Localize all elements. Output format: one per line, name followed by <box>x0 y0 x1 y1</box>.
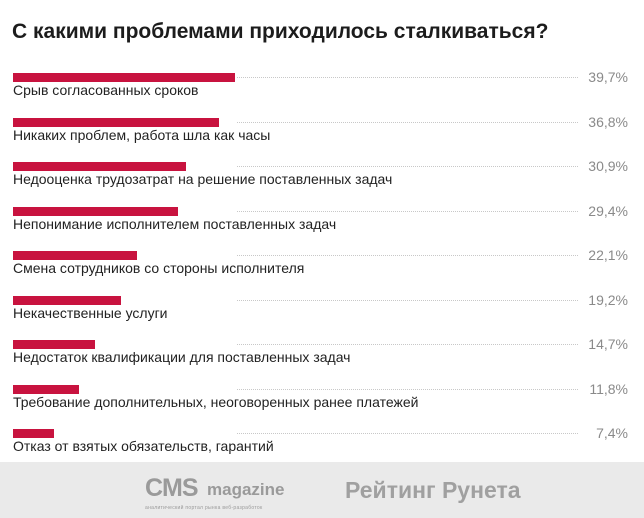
value-label: 39,7% <box>588 69 628 85</box>
category-label: Никаких проблем, работа шла как часы <box>13 126 271 143</box>
category-label: Отказ от взятых обязательств, гарантий <box>13 438 274 454</box>
bar <box>13 162 187 171</box>
category-label: Смена сотрудников со стороны исполнителя <box>13 260 305 276</box>
bar <box>13 117 220 127</box>
category-label: Срыв согласованных сроков <box>13 82 199 98</box>
dotted-leader <box>237 388 578 390</box>
bar-row: Непонимание исполнителем поставленных за… <box>0 203 644 247</box>
bar-row: Недооценка трудозатрат на решение постав… <box>0 158 644 202</box>
value-label: 19,2% <box>588 291 628 308</box>
bar <box>13 384 80 394</box>
dotted-leader <box>237 166 578 167</box>
dotted-leader <box>237 121 578 123</box>
bar <box>13 73 236 82</box>
chart-title: С какими проблемами приходилось сталкива… <box>12 20 549 43</box>
bar-row: Недостаток квалификации для поставленных… <box>0 336 644 380</box>
category-label: Непонимание исполнителем поставленных за… <box>13 215 337 232</box>
dotted-leader <box>237 210 578 212</box>
category-label: Требование дополнительных, неоговоренных… <box>13 393 419 410</box>
cms-logo-text: CMS <box>145 474 199 502</box>
value-label: 7,4% <box>596 425 628 441</box>
value-label: 11,8% <box>589 380 628 397</box>
bar <box>13 251 137 260</box>
value-label: 36,8% <box>588 113 628 130</box>
dotted-leader <box>237 344 578 345</box>
dotted-leader <box>237 433 578 434</box>
category-label: Недостаток квалификации для поставленных… <box>13 349 351 365</box>
value-label: 30,9% <box>588 158 628 174</box>
bar-row: Срыв согласованных сроков 39,7% <box>0 69 644 113</box>
bar-row: Смена сотрудников со стороны исполнителя… <box>0 247 644 291</box>
cms-magazine-logo: CMS magazine аналитический портал рынка … <box>145 474 295 514</box>
category-label: Недооценка трудозатрат на решение постав… <box>13 171 393 187</box>
bar-row: Требование дополнительных, неоговоренных… <box>0 381 644 425</box>
value-label: 14,7% <box>588 336 628 352</box>
magazine-logo-text: magazine <box>207 480 285 499</box>
value-label: 29,4% <box>588 202 628 219</box>
dotted-leader <box>237 255 578 256</box>
bar-row: Некачественные услуги 19,2% <box>0 292 644 336</box>
value-label: 22,1% <box>588 247 628 263</box>
cms-logo-subtitle: аналитический портал рынка веб-разработо… <box>145 505 263 511</box>
rating-runeta-logo: Рейтинг Рунета <box>345 477 521 503</box>
bar-row: Отказ от взятых обязательств, гарантий 7,… <box>0 425 644 469</box>
bar <box>13 340 96 349</box>
bar <box>13 295 121 305</box>
bar <box>13 429 55 438</box>
category-label: Некачественные услуги <box>13 304 168 321</box>
footer: CMS magazine аналитический портал рынка … <box>0 462 644 518</box>
bar <box>13 206 178 216</box>
dotted-leader <box>237 77 578 78</box>
bar-row: Никаких проблем, работа шла как часы 36,8… <box>0 114 644 158</box>
dotted-leader <box>237 299 578 301</box>
